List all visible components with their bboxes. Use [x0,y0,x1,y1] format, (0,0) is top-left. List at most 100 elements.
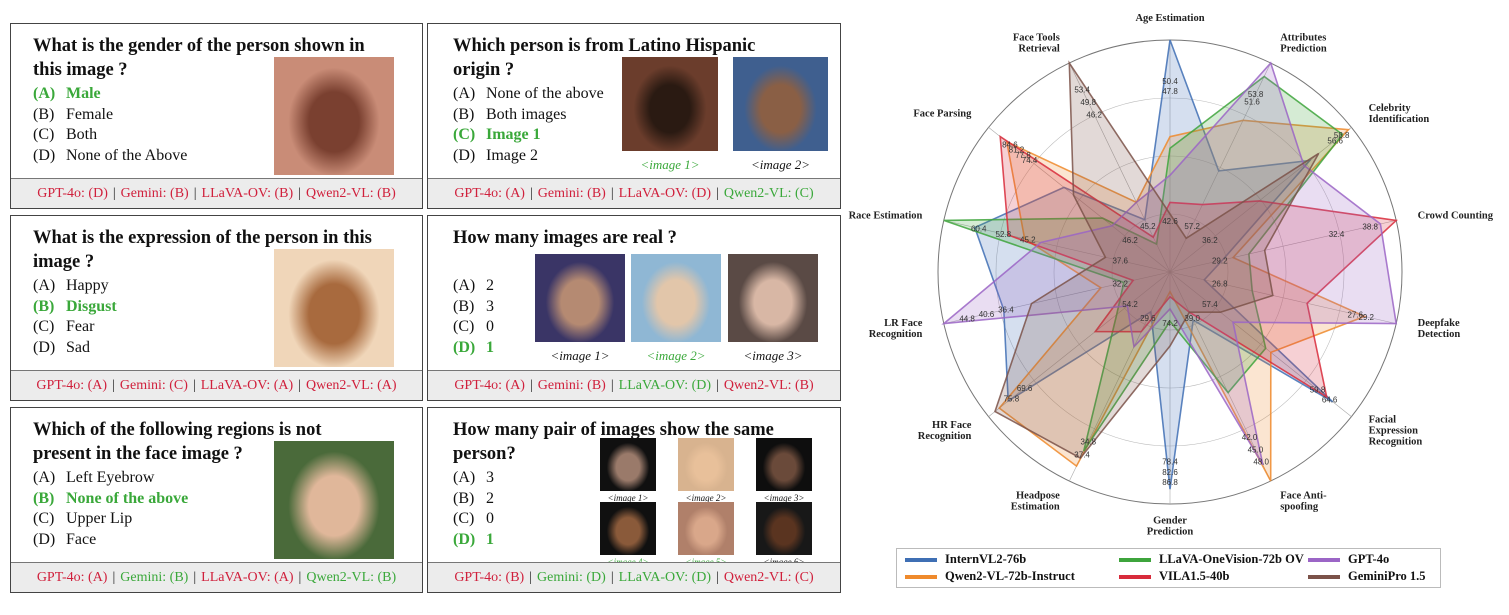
face-photo [756,502,812,555]
spoke [1169,127,1352,273]
tick-label: 86.8 [1162,478,1178,487]
tick-label: 46.2 [1086,111,1102,120]
option-letter: (A) [33,469,56,486]
separator: | [529,186,533,201]
model-results-bar: GPT-4o: (A) | Gemini: (B) | LLaVA-OV: (D) | Qw… [428,178,840,208]
model-result-correct: LLaVA-OV: (D) [618,570,712,585]
question-card-missing-region: Which of the following regions is not pre… [10,407,423,593]
legend-label: GPT-4o [1348,552,1390,566]
tick-label: 75.8 [1004,394,1020,403]
tick-label: 37.6 [1112,257,1128,266]
axis-label: Attributes Prediction [1280,33,1327,55]
option-letter: (A) [453,85,476,102]
model-result-wrong: Qwen2-VL: (B) [723,378,814,393]
face-photo [600,502,656,555]
model-result-wrong: Qwen2-VL: (A) [305,378,397,393]
tick-label: 53.4 [1074,86,1090,95]
separator: | [529,570,533,585]
option-text: 2 [486,277,494,294]
legend-entry: LLaVA-OneVision-72b OV [1119,552,1304,567]
model-result-wrong: LLaVA-OV: (A) [200,378,294,393]
image-caption: <image 3> [743,348,803,363]
option: (C) 0 [453,509,494,530]
tick-label: 57.2 [1184,222,1200,231]
correct-option: (B) None of the above [33,489,188,510]
tick-label: 42.6 [1162,217,1178,226]
option: (D) Sad [33,338,117,359]
model-results-bar: GPT-4o: (A) | Gemini: (B) | LLaVA-OV: (A) | Qw… [11,562,422,592]
answer-options: (A) Left Eyebrow (B) None of the above (C) Up… [33,468,188,550]
tick-label: 44.8 [959,314,975,323]
question-card-real-images: How many images are real ? (A) 2 (B) 3 (C) 0 (D… [427,215,841,401]
separator: | [610,378,614,393]
correct-option: (A) Male [33,84,187,105]
model-results-bar: GPT-4o: (B) | Gemini: (D) | LLaVA-OV: (D) | Qw… [428,562,840,592]
question-line: origin ? [453,60,515,80]
legend-swatch [905,558,937,563]
face-photo [274,441,394,559]
tick-label: 36.2 [1202,236,1218,245]
legend-swatch [1308,575,1340,580]
option-text: Left Eyebrow [66,469,155,486]
legend-swatch [1119,575,1151,580]
question-text: How many pair of images show the same per… [453,418,774,466]
option-letter: (B) [33,297,55,315]
face-photo [678,438,734,491]
tick-label: 34.8 [1081,438,1097,447]
separator: | [193,186,197,201]
face-photo [631,254,721,342]
option-letter: (C) [453,318,475,335]
spoke [1169,271,1352,417]
option-letter: (C) [453,510,475,527]
option: (A) Left Eyebrow [33,468,188,489]
separator: | [112,570,116,585]
question-text: What is the expression of the person in … [33,226,372,274]
correct-option: (D) 1 [453,530,494,551]
tick-label: 29.6 [1140,314,1156,323]
option-letter: (B) [453,105,475,123]
image-caption: <image 3> [763,493,805,503]
tick-label: 32.4 [1329,230,1345,239]
option-letter: (C) [33,126,55,143]
separator: | [112,186,116,201]
option-text: Male [66,85,101,102]
tick-label: 47.8 [1162,87,1178,96]
tick-label: 84.6 [1002,140,1018,149]
model-result-wrong: LLaVA-OV: (B) [201,186,294,201]
axis-label: Face Tools Retrieval [1013,33,1060,55]
question-text: How many images are real ? [453,226,677,250]
option: (D) Face [33,530,188,551]
option-text: 3 [486,469,494,486]
image-caption: <image 1> [607,493,649,503]
legend-label: Qwen2-VL-72b-Instruct [945,569,1075,583]
option: (D) Image 2 [453,146,604,167]
axis-label: HR Face Recognition [918,420,972,442]
separator: | [610,186,614,201]
separator: | [298,570,302,585]
legend-swatch [1308,558,1340,563]
option-letter: (B) [453,489,475,507]
option: (A) 2 [453,276,494,297]
tick-label: 38.8 [1362,222,1378,231]
legend-entry: GPT-4o [1308,552,1389,567]
radar-chart: 47.850.4 42.6 51.653.8 57.2 56.658.8 36.2 32.4… [849,13,1494,538]
option: (C) 0 [453,317,494,338]
option-letter: (A) [453,277,476,294]
axis-label: Face Anti-spoofing [1280,490,1327,512]
image-caption: <image 2> [685,493,727,503]
option-text: None of the above [486,85,604,102]
option-text: Face [66,530,97,548]
model-result-wrong: GPT-4o: (B) [454,570,525,585]
series-vila1-5-40b [999,135,1398,399]
tick-label: 29.2 [1358,313,1374,322]
tick-label: 82.6 [1162,468,1178,477]
spoke [988,127,1171,273]
question-line: How many pair of images show the same [453,420,774,440]
answer-options: (A) Happy (B) Disgust (C) Fear (D) Sad [33,276,117,358]
tick-label: 29.2 [1212,257,1228,266]
tick-label: 60.4 [971,224,987,233]
option-text: Female [66,105,114,123]
image-caption: <image 1> [550,348,610,363]
question-line: Which of the following regions is not [33,420,322,440]
tick-label: 40.6 [979,310,995,319]
